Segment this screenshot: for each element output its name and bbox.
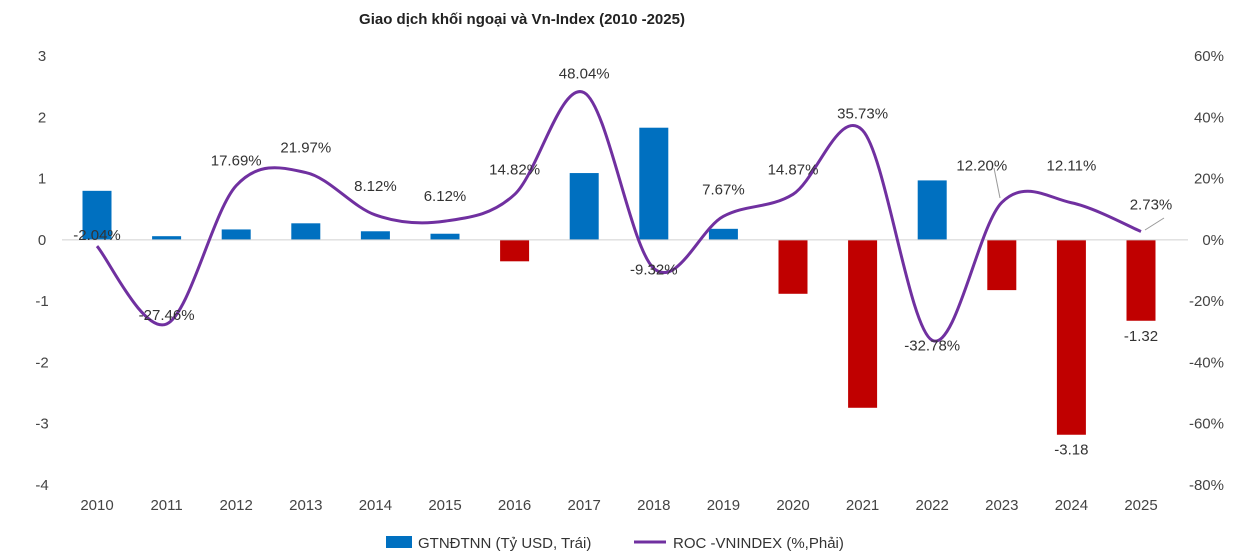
legend-line-label[interactable]: ROC -VNINDEX (%,Phải) — [673, 535, 844, 552]
leader-line-2025 — [1144, 217, 1165, 231]
legend-bar-label[interactable]: GTNĐTNN (Tỷ USD, Trái) — [418, 535, 591, 552]
x-tick-label: 2019 — [707, 497, 740, 514]
line-point-2015[interactable] — [442, 218, 448, 224]
x-axis: 2010 2011 2012 2013 2014 2015 2016 2017 2018 2019… — [80, 497, 1157, 514]
left-tick-label: 2 — [38, 109, 46, 126]
bar-label-2024: -3.18 — [1054, 442, 1088, 459]
line-label-2024: 12.11% — [1047, 158, 1097, 175]
bar-2015[interactable] — [430, 233, 460, 240]
line-label-2019: 7.67% — [702, 181, 745, 198]
line-point-2020[interactable] — [790, 191, 796, 197]
x-tick-label: 2022 — [916, 497, 949, 514]
right-tick-label: -20% — [1189, 293, 1224, 310]
bar-2024[interactable] — [1056, 239, 1086, 435]
right-tick-label: 20% — [1194, 171, 1224, 188]
bar-2010[interactable] — [82, 190, 112, 240]
bar-2017[interactable] — [569, 173, 599, 240]
bar-2021[interactable] — [848, 239, 878, 408]
line-label-2010: -2.04% — [73, 227, 121, 244]
left-tick-label: -2 — [35, 354, 48, 371]
x-tick-label: 2017 — [568, 497, 601, 514]
left-axis: 3 2 1 0 -1 -2 -3 -4 — [35, 48, 48, 494]
bar-2023[interactable] — [987, 239, 1017, 291]
line-label-2011: -27.46% — [139, 307, 195, 324]
x-tick-label: 2012 — [220, 497, 253, 514]
line-label-2014: 8.12% — [354, 178, 397, 195]
legend: GTNĐTNN (Tỷ USD, Trái) ROC -VNINDEX (%,P… — [386, 535, 844, 552]
right-tick-label: -80% — [1189, 477, 1224, 494]
line-point-2012[interactable] — [233, 183, 239, 189]
right-tick-label: 60% — [1194, 48, 1224, 65]
bar-label-2025: -1.32 — [1124, 328, 1158, 345]
bar-data-labels: -3.18 -1.32 — [1054, 328, 1158, 459]
bar-2013[interactable] — [291, 223, 321, 240]
left-tick-label: -4 — [35, 477, 48, 494]
left-tick-label: 0 — [38, 232, 46, 249]
line-point-2021[interactable] — [860, 127, 866, 133]
bar-2012[interactable] — [221, 229, 251, 240]
chart-title: Giao dịch khối ngoại và Vn-Index (2010 -… — [359, 11, 685, 28]
x-tick-label: 2024 — [1055, 497, 1088, 514]
bar-2025[interactable] — [1126, 239, 1156, 321]
leader-line-2023 — [993, 167, 1001, 199]
line-point-2017[interactable] — [581, 90, 587, 96]
bar-2014[interactable] — [360, 231, 390, 240]
line-series — [95, 90, 1144, 343]
line-label-2022: -32.78% — [904, 337, 960, 354]
bar-2016[interactable] — [500, 239, 530, 262]
line-point-2024[interactable] — [1068, 200, 1074, 206]
line-point-2023[interactable] — [999, 199, 1005, 205]
x-tick-label: 2021 — [846, 497, 879, 514]
line-point-2025[interactable] — [1138, 228, 1144, 234]
line-label-2012: 17.69% — [211, 153, 262, 170]
bar-series — [82, 127, 1156, 435]
x-tick-label: 2011 — [150, 497, 182, 514]
line-label-2021: 35.73% — [837, 105, 888, 122]
x-tick-label: 2014 — [359, 497, 392, 514]
bar-2019[interactable] — [708, 228, 738, 240]
right-tick-label: -40% — [1189, 354, 1224, 371]
x-tick-label: 2020 — [776, 497, 809, 514]
bar-2011[interactable] — [152, 236, 182, 240]
x-tick-label: 2016 — [498, 497, 531, 514]
right-tick-label: -60% — [1189, 416, 1224, 433]
roc-vnindex-line[interactable] — [95, 90, 1142, 343]
bar-2020[interactable] — [778, 239, 808, 294]
line-point-2019[interactable] — [720, 213, 726, 219]
line-label-2016: 14.82% — [489, 161, 540, 178]
x-tick-label: 2010 — [80, 497, 113, 514]
left-tick-label: -1 — [35, 293, 48, 310]
bar-2018[interactable] — [639, 127, 669, 240]
line-label-2018: -9.32% — [630, 261, 678, 278]
left-tick-label: -3 — [35, 416, 48, 433]
line-label-2020: 14.87% — [768, 161, 819, 178]
x-tick-label: 2015 — [428, 497, 461, 514]
line-data-labels: -2.04% -27.46% 17.69% 21.97% 8.12% 6.12% 14.82… — [73, 66, 1172, 355]
line-point-2014[interactable] — [372, 212, 378, 218]
line-label-2025: 2.73% — [1130, 196, 1173, 213]
left-tick-label: 1 — [38, 171, 46, 188]
line-label-2023: 12.20% — [956, 157, 1007, 174]
right-tick-label: 0% — [1202, 232, 1224, 249]
x-tick-label: 2018 — [637, 497, 670, 514]
bar-2022[interactable] — [917, 180, 947, 240]
line-point-2013[interactable] — [303, 170, 309, 176]
leader-lines — [993, 167, 1165, 231]
left-tick-label: 3 — [38, 48, 46, 65]
line-label-2015: 6.12% — [424, 188, 467, 205]
x-tick-label: 2013 — [289, 497, 322, 514]
right-axis: 60% 40% 20% 0% -20% -40% -60% -80% — [1189, 48, 1224, 494]
x-tick-label: 2025 — [1124, 497, 1157, 514]
x-tick-label: 2023 — [985, 497, 1018, 514]
line-point-2016[interactable] — [512, 191, 518, 197]
line-label-2013: 21.97% — [280, 140, 331, 157]
right-tick-label: 40% — [1194, 109, 1224, 126]
line-label-2017: 48.04% — [559, 66, 610, 83]
legend-bar-swatch — [386, 536, 412, 548]
